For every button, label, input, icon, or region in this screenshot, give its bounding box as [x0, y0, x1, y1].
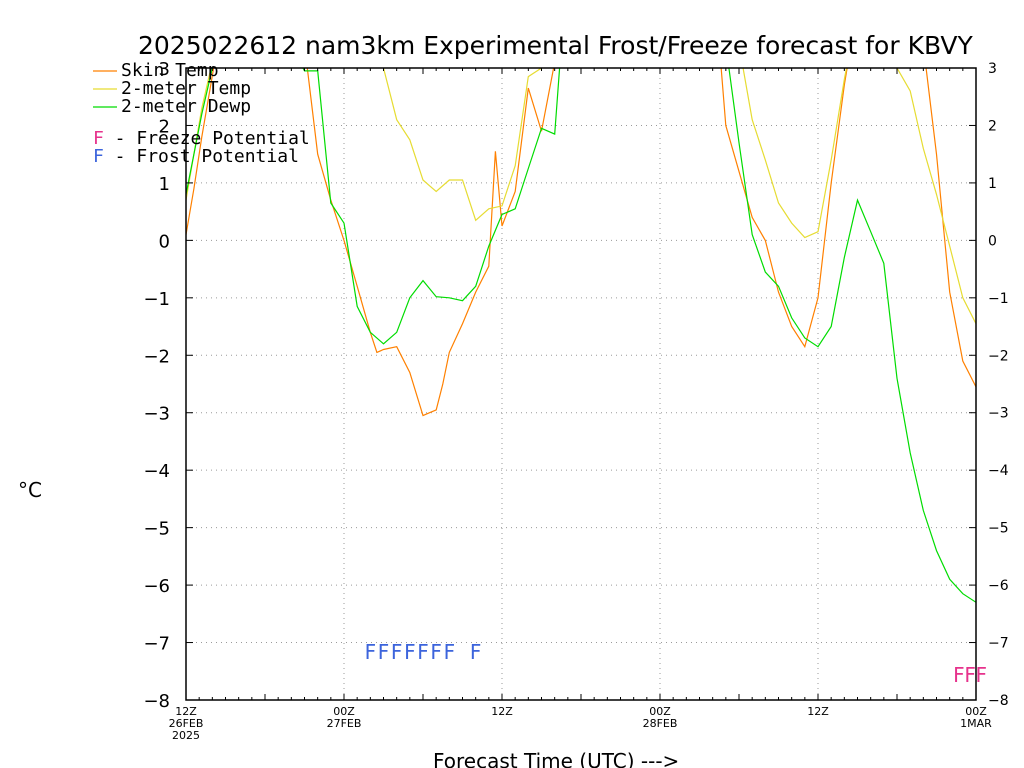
y-tick-label-right: 1: [988, 176, 997, 192]
y-tick-label: 1: [159, 174, 170, 195]
x-tick-label: 12Z: [175, 705, 197, 718]
x-tick-label: 26FEB: [169, 717, 204, 730]
frost-mark: F: [391, 640, 403, 664]
potential-marks: F F F F F F F FF F F: [365, 640, 987, 687]
frost-mark: F: [430, 640, 442, 664]
x-tick-label: 1MAR: [960, 717, 992, 730]
series-lines: [186, 68, 976, 603]
series-line-skin-temp: [186, 68, 976, 417]
y-tick-label-right: −7: [988, 636, 1009, 652]
frost-mark: F: [444, 640, 456, 664]
x-axis-label: Forecast Time (UTC) --->: [433, 749, 679, 768]
y-tick-label: −3: [143, 404, 170, 425]
frost-mark: F: [470, 640, 482, 664]
y-tick-label-right: 2: [988, 118, 997, 134]
y-tick-label-right: −5: [988, 521, 1009, 537]
y-tick-label: −4: [143, 461, 170, 482]
freeze-mark: F: [953, 663, 965, 687]
series-line-2-meter-temp: [186, 68, 976, 324]
x-tick-label: 00Z: [649, 705, 671, 718]
y-tick-label: −1: [143, 289, 170, 310]
y-tick-label-right: −2: [988, 348, 1009, 364]
potential-legend-entry: F - Freeze Potential: [93, 128, 310, 149]
x-tick-label: 00Z: [333, 705, 355, 718]
x-tick-label: 28FEB: [643, 717, 678, 730]
y-tick-label-right: −8: [988, 693, 1009, 709]
y-tick-label-right: 0: [988, 233, 997, 249]
y-tick-label: 3: [159, 59, 170, 80]
y-tick-label: 0: [159, 231, 170, 252]
y-tick-label: −6: [143, 576, 170, 597]
axes: [185, 67, 977, 701]
y-tick-label-right: −3: [988, 406, 1009, 422]
frost-mark: F: [417, 640, 429, 664]
y-tick-label: −8: [143, 691, 170, 712]
x-tick-label: 2025: [172, 729, 200, 742]
x-tick-label: 12Z: [491, 705, 513, 718]
y-tick-label: −7: [143, 634, 170, 655]
frost-mark: F: [378, 640, 390, 664]
frost-mark: F: [365, 640, 377, 664]
x-tick-label: 00Z: [965, 705, 987, 718]
plot-frame: [185, 67, 977, 701]
potential-legend-entry: F - Frost Potential: [93, 146, 299, 167]
y-tick-labels: −8 −8 −7 −7 −6 −6 −5 −5 −4 −4 −3 −3 −2 −2 −1 −1 0 0 1 1 2 2 3 3: [143, 59, 1008, 712]
x-tick-label: 27FEB: [327, 717, 362, 730]
legend-entry: 2-meter Dewp: [121, 96, 251, 117]
y-tick-label-right: −4: [988, 463, 1009, 479]
grid-lines: [186, 68, 976, 700]
y-tick-label: 2: [159, 116, 170, 137]
freeze-mark: F: [976, 663, 988, 687]
y-tick-label: −2: [143, 346, 170, 367]
y-tick-label-right: −1: [988, 291, 1009, 307]
frost-mark: F: [404, 640, 416, 664]
legend-entry: Skin Temp: [121, 60, 219, 81]
y-tick-label-right: 3: [988, 61, 997, 77]
y-tick-label: −5: [143, 519, 170, 540]
freeze-mark: F: [964, 663, 976, 687]
series-line-2-meter-dewp: [186, 68, 976, 603]
y-axis-label: °C: [18, 478, 42, 502]
chart-title: 2025022612 nam3km Experimental Frost/Fre…: [138, 31, 973, 60]
y-tick-label-right: −6: [988, 578, 1009, 594]
x-tick-label: 12Z: [807, 705, 829, 718]
legend-entry: 2-meter Temp: [121, 78, 251, 99]
